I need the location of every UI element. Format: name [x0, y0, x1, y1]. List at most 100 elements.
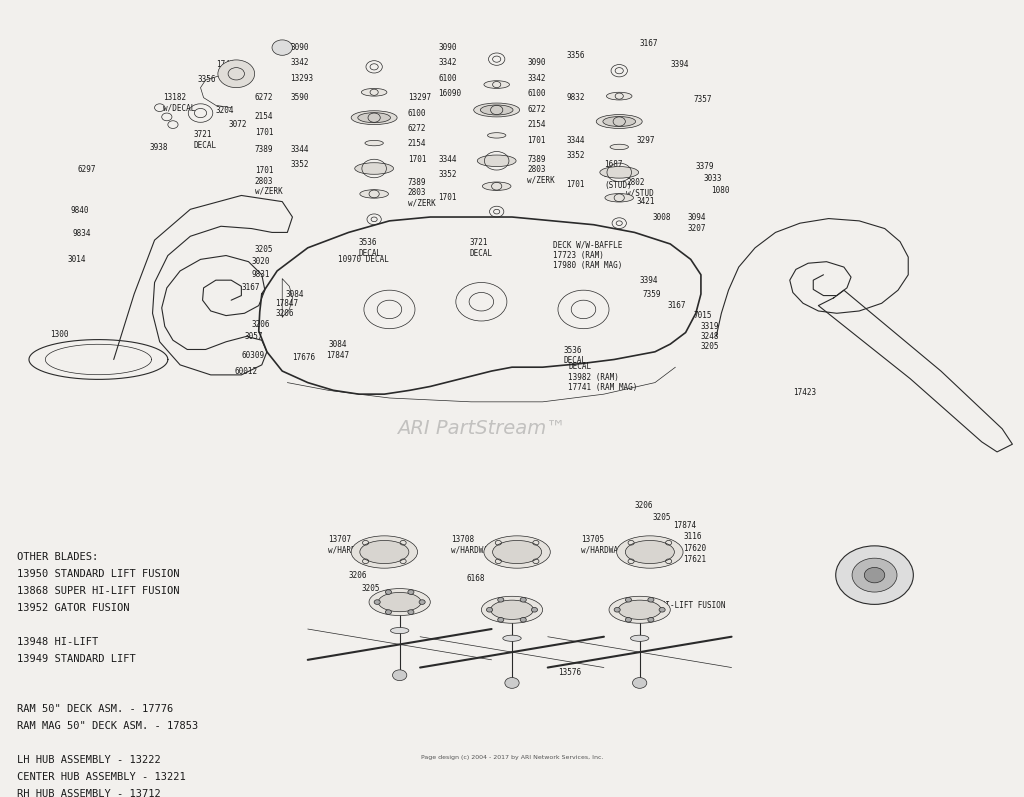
Text: 3379: 3379: [696, 163, 715, 171]
Text: 3342: 3342: [438, 58, 457, 68]
Text: 3205: 3205: [361, 583, 380, 593]
Text: 3344: 3344: [291, 145, 309, 154]
Ellipse shape: [474, 103, 519, 117]
Text: ARI PartStream™: ARI PartStream™: [397, 419, 565, 438]
Text: 9832: 9832: [566, 93, 585, 102]
Ellipse shape: [626, 540, 675, 563]
Text: 3342: 3342: [291, 58, 309, 68]
Text: 3167: 3167: [242, 284, 260, 292]
Ellipse shape: [484, 80, 510, 88]
Ellipse shape: [390, 627, 409, 634]
Text: 13919 HI-LIFT FUSION: 13919 HI-LIFT FUSION: [633, 602, 725, 611]
Text: 3014: 3014: [68, 255, 86, 264]
Circle shape: [505, 677, 519, 689]
Ellipse shape: [351, 536, 418, 568]
Text: 16090: 16090: [438, 89, 462, 98]
Text: 1701: 1701: [566, 180, 585, 189]
Text: 3352: 3352: [438, 171, 457, 179]
Ellipse shape: [354, 163, 393, 175]
Text: 3536
DECAL: 3536 DECAL: [358, 238, 382, 257]
Text: 2803
w/ZERK: 2803 w/ZERK: [408, 188, 435, 207]
Text: 3938: 3938: [150, 143, 168, 152]
Text: 3084: 3084: [328, 340, 347, 348]
Ellipse shape: [610, 144, 629, 150]
Text: 13297: 13297: [408, 93, 431, 102]
Ellipse shape: [600, 167, 639, 178]
Text: 3167: 3167: [640, 39, 658, 49]
Text: 3206: 3206: [275, 308, 294, 318]
Text: 1701: 1701: [255, 167, 273, 175]
Text: 17847: 17847: [275, 299, 298, 308]
Text: 3057: 3057: [245, 332, 263, 341]
Text: 3206: 3206: [252, 320, 270, 329]
Text: 1701: 1701: [408, 155, 426, 163]
Text: 2154: 2154: [408, 139, 426, 148]
Text: 13293: 13293: [291, 74, 313, 83]
Ellipse shape: [606, 92, 632, 100]
Text: 3590: 3590: [291, 93, 309, 102]
Text: 3205: 3205: [255, 245, 273, 254]
Text: OTHER BLADES:: OTHER BLADES:: [16, 552, 98, 562]
Ellipse shape: [503, 635, 521, 642]
Circle shape: [385, 590, 391, 595]
Text: 10880: 10880: [384, 591, 408, 600]
Ellipse shape: [605, 194, 634, 202]
Circle shape: [408, 610, 414, 614]
Ellipse shape: [493, 540, 542, 563]
Text: DECK W/W-BAFFLE
17723 (RAM)
17980 (RAM MAG): DECK W/W-BAFFLE 17723 (RAM) 17980 (RAM M…: [553, 241, 623, 270]
Text: 3206: 3206: [348, 571, 368, 579]
Circle shape: [520, 598, 526, 602]
Text: 2803
w/ZERK: 2803 w/ZERK: [527, 165, 555, 184]
Text: 17847: 17847: [326, 351, 349, 360]
Text: 3090: 3090: [291, 43, 309, 52]
Text: 13949 STANDARD LIFT: 13949 STANDARD LIFT: [16, 654, 135, 664]
Ellipse shape: [369, 589, 430, 615]
Text: 3206: 3206: [635, 501, 653, 510]
Text: 6100: 6100: [527, 89, 546, 98]
Text: DECAL
13982 (RAM)
17741 (RAM MAG): DECAL 13982 (RAM) 17741 (RAM MAG): [568, 363, 638, 392]
Text: 2154: 2154: [255, 112, 273, 121]
Circle shape: [385, 610, 391, 614]
Text: 3352: 3352: [566, 151, 585, 160]
Text: 3094: 3094: [688, 213, 707, 222]
Text: 7389: 7389: [408, 178, 426, 186]
Text: 1701: 1701: [438, 193, 457, 202]
Text: 6297: 6297: [78, 165, 96, 174]
Text: 60012: 60012: [234, 367, 257, 375]
Ellipse shape: [618, 600, 662, 619]
Circle shape: [648, 618, 654, 622]
Text: 13708
w/HARDWARE: 13708 w/HARDWARE: [451, 535, 497, 554]
Text: 17620: 17620: [684, 544, 707, 552]
Ellipse shape: [482, 182, 511, 190]
Text: 7389: 7389: [255, 145, 273, 154]
Text: 7357: 7357: [694, 96, 713, 104]
Text: 3116: 3116: [684, 532, 702, 541]
Text: LH HUB ASSEMBLY - 13222: LH HUB ASSEMBLY - 13222: [16, 756, 161, 765]
Text: 13705
w/HARDWARE: 13705 w/HARDWARE: [582, 535, 628, 554]
Text: 2802
w/STUD: 2802 w/STUD: [627, 178, 654, 198]
Text: CENTER HUB ASSEMBLY - 13221: CENTER HUB ASSEMBLY - 13221: [16, 772, 185, 783]
Text: 3721
DECAL: 3721 DECAL: [469, 238, 493, 257]
Text: 7359: 7359: [643, 289, 662, 299]
Text: 10970 DECAL: 10970 DECAL: [338, 255, 389, 264]
Text: Page design (c) 2004 - 2017 by ARI Network Services, Inc.: Page design (c) 2004 - 2017 by ARI Netwo…: [421, 755, 603, 760]
Text: 3357
(STUD): 3357 (STUD): [604, 171, 632, 190]
Ellipse shape: [481, 596, 543, 623]
Text: 3297: 3297: [637, 135, 655, 144]
Text: RAM 50" DECK ASM. - 17776: RAM 50" DECK ASM. - 17776: [16, 705, 173, 714]
Text: 3090: 3090: [527, 58, 546, 68]
Text: 3072: 3072: [228, 120, 247, 129]
Circle shape: [272, 40, 293, 55]
Text: 3167: 3167: [668, 301, 686, 310]
Ellipse shape: [365, 140, 383, 146]
Text: 3248: 3248: [700, 332, 720, 341]
Text: 13868 SUPER HI-LIFT FUSION: 13868 SUPER HI-LIFT FUSION: [16, 586, 179, 596]
Text: 7389: 7389: [527, 155, 546, 163]
Text: 1701: 1701: [527, 135, 546, 144]
Ellipse shape: [609, 596, 671, 623]
Text: 9834: 9834: [73, 230, 91, 238]
Ellipse shape: [484, 536, 550, 568]
Ellipse shape: [487, 132, 506, 138]
Circle shape: [659, 607, 666, 612]
Text: 6272: 6272: [408, 124, 426, 133]
